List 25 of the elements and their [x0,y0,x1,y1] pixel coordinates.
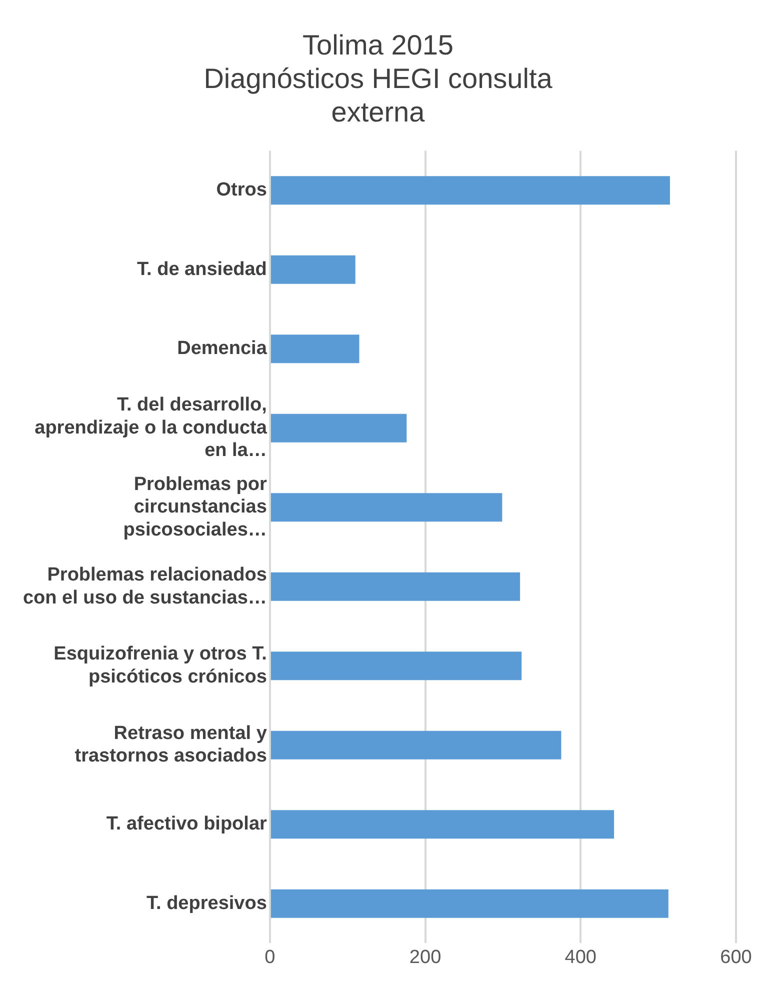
bar [270,414,407,442]
bar [270,889,668,918]
bar [270,493,502,522]
y-tick-label: T. afectivo bipolar [106,814,268,835]
bar [270,255,356,284]
y-tick-label: Otros [216,180,267,201]
y-tick-label: T. depresivos [146,892,267,914]
y-tick-label: Problemas relacionados con el uso de sustancias… [22,564,267,608]
bar [270,572,520,601]
x-tick-label: 600 [720,946,752,968]
y-tick-label: Problemas por circunstancias psicosociales… [123,474,268,540]
y-tick-label: Demencia [177,338,268,360]
bar [270,652,522,680]
x-tick-label: 200 [409,946,442,968]
y-tick-label: T. de ansiedad [137,258,267,280]
bar [270,334,360,364]
y-tick-label: Esquizofrenia y otros T. psicóticos crónicos [54,644,267,688]
y-tick-label: T. del desarrollo, aprendizaje o la conducta en la… [34,394,268,462]
bar [270,810,614,839]
x-tick-label: 0 [264,946,276,968]
bar [270,730,562,760]
chart-title: Tolima 2015 Diagnósticos HEGI consulta externa [204,30,553,128]
bar [270,176,670,205]
x-tick-label: 400 [564,946,596,968]
y-tick-label: Retraso mental y trastornos asociados [74,722,268,767]
